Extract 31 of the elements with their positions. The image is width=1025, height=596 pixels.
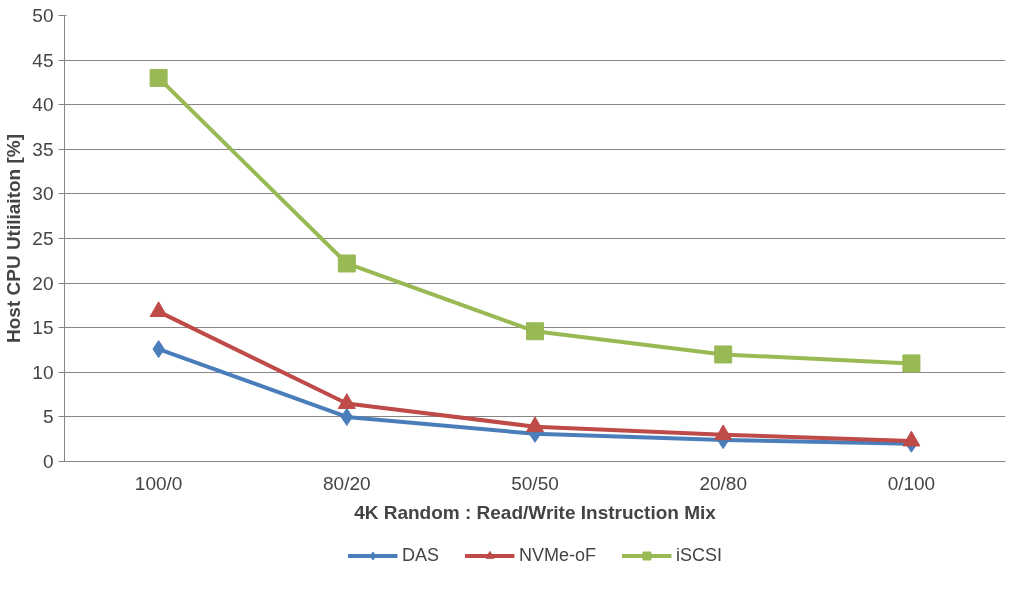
point — [149, 68, 168, 87]
legend-label: NVMe-oF — [518, 544, 597, 566]
y-tick-label: 45 — [32, 49, 54, 71]
x-tick-label: 50/50 — [511, 472, 559, 494]
point — [526, 322, 544, 341]
y-tick-label: 35 — [32, 138, 54, 160]
point — [714, 345, 733, 364]
point — [526, 416, 544, 433]
y-tick-label: 40 — [32, 94, 54, 116]
point — [337, 254, 356, 273]
legend-label: iSCSI — [676, 544, 723, 566]
x-tick-label: 80/20 — [323, 472, 371, 494]
y-tick-label: 25 — [32, 228, 54, 249]
x-tick-label: 0/100 — [887, 472, 936, 494]
point — [149, 301, 168, 318]
x-tick-label: 20/80 — [699, 472, 747, 494]
point — [902, 430, 921, 447]
y-tick-label: 50 — [32, 5, 54, 26]
point — [714, 424, 733, 441]
y-tick-label: 20 — [32, 272, 54, 294]
y-axis-title: Host CPU Utiliaiton [%] — [3, 134, 25, 343]
y-tick-label: 5 — [42, 406, 54, 428]
y-tick-label: 15 — [32, 317, 54, 339]
point — [337, 393, 356, 409]
point — [902, 354, 921, 373]
y-tick-label: 10 — [32, 361, 54, 383]
y-tick-label: 0 — [42, 451, 54, 472]
x-axis-title: 4K Random : Read/Write Instruction Mix — [354, 501, 717, 523]
y-tick-label: 30 — [32, 183, 54, 205]
x-tick-label: 100/0 — [134, 472, 183, 494]
legend-label: DAS — [401, 544, 439, 566]
